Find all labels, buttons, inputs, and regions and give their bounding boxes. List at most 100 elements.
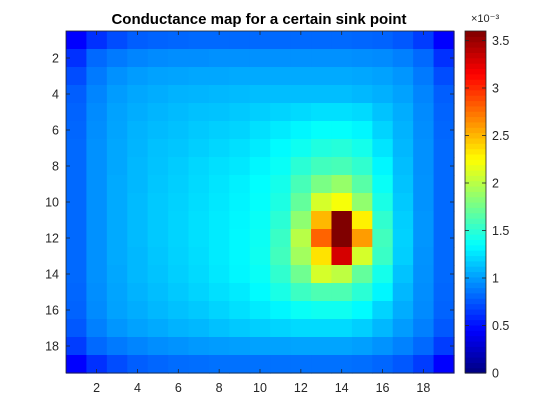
colorbar-step [465, 95, 486, 102]
heatmap-cell [127, 157, 149, 176]
heatmap-cell [392, 139, 414, 158]
heatmap-cell [127, 319, 149, 338]
heatmap-cell [413, 193, 435, 212]
colorbar-step [465, 132, 486, 139]
heatmap-cell [208, 49, 230, 68]
heatmap-cell [311, 193, 333, 212]
heatmap-cell [351, 103, 373, 122]
heatmap-cell [290, 337, 312, 356]
heatmap-cell [86, 211, 108, 230]
heatmap-cell [331, 193, 353, 212]
heatmap-cell [311, 67, 333, 86]
heatmap-cell [372, 157, 394, 176]
heatmap-cell [351, 283, 373, 302]
colorbar-step [465, 212, 486, 219]
heatmap-cell [188, 85, 210, 104]
heatmap-cell [413, 175, 435, 194]
heatmap-cell [249, 103, 271, 122]
y-tick-label: 16 [45, 304, 59, 318]
colorbar-tick-label: 3.5 [492, 34, 509, 48]
heatmap-cell [372, 265, 394, 284]
colorbar-step [465, 47, 486, 53]
x-tick-label: 10 [253, 381, 267, 395]
colorbar-step [465, 330, 486, 337]
heatmap-cell [127, 337, 149, 356]
heatmap-cell [66, 139, 88, 158]
colorbar-step [465, 127, 486, 134]
heatmap-cell [229, 157, 251, 176]
heatmap-cell [188, 121, 210, 140]
colorbar-step [465, 180, 486, 187]
colorbar-step [465, 346, 486, 353]
y-axis: 2 4 6 8 10 12 14 16 18 [45, 52, 454, 354]
y-tick-label: 10 [45, 196, 59, 210]
heatmap-cell [86, 193, 108, 212]
heatmap-cell [331, 103, 353, 122]
colorbar-step [465, 308, 486, 315]
heatmap-cell [372, 175, 394, 194]
heatmap-cell [147, 355, 169, 374]
heatmap-cell [433, 31, 455, 50]
x-tick-label: 4 [134, 381, 141, 395]
heatmap-cell [168, 247, 190, 266]
heatmap-cell [413, 121, 435, 140]
heatmap-cell [351, 121, 373, 140]
heatmap-cell [413, 337, 435, 356]
heatmap-cell [331, 301, 353, 320]
heatmap-cell [413, 139, 435, 158]
heatmap-cell [392, 301, 414, 320]
heatmap-cell [392, 85, 414, 104]
heatmap-cell [351, 139, 373, 158]
heatmap-cell [66, 85, 88, 104]
heatmap-cell [86, 67, 108, 86]
heatmap-cell [270, 139, 292, 158]
heatmap-cell [311, 229, 333, 248]
heatmap-cell [229, 175, 251, 194]
heatmap-cell [66, 67, 88, 86]
heatmap-cell [229, 193, 251, 212]
heatmap-cell [413, 31, 435, 50]
heatmap-cell [147, 139, 169, 158]
heatmap-cell [413, 67, 435, 86]
heatmap-cell [168, 229, 190, 248]
colorbar-step [465, 153, 486, 160]
heatmap-cell [392, 175, 414, 194]
heatmap-cell [270, 175, 292, 194]
heatmap-cell [249, 139, 271, 158]
heatmap-cell [270, 211, 292, 230]
heatmap-cell [229, 229, 251, 248]
colorbar-step [465, 367, 486, 374]
heatmap-cell [249, 175, 271, 194]
heatmap-cell [433, 139, 455, 158]
heatmap-cell [433, 49, 455, 68]
heatmap-cell [229, 301, 251, 320]
heatmap-cell [249, 67, 271, 86]
heatmap-cell [290, 301, 312, 320]
heatmap-cell [392, 121, 414, 140]
heatmap-cell [331, 211, 353, 230]
colorbar-step [465, 282, 486, 289]
heatmap-cell [290, 31, 312, 50]
heatmap-cell [331, 157, 353, 176]
heatmap-cell [372, 319, 394, 338]
heatmap-cell [311, 31, 333, 50]
heatmap-cell [311, 337, 333, 356]
heatmap-cell [351, 49, 373, 68]
heatmap-cell [270, 121, 292, 140]
heatmap-cell [270, 67, 292, 86]
x-tick-label: 16 [376, 381, 390, 395]
heatmap-cell [351, 193, 373, 212]
heatmap-cell [147, 301, 169, 320]
heatmap-cell [127, 301, 149, 320]
heatmap-cell [372, 247, 394, 266]
heatmap-cell [86, 139, 108, 158]
heatmap-cell [413, 265, 435, 284]
heatmap-cell [331, 31, 353, 50]
heatmap-cell [106, 121, 128, 140]
heatmap-cell [66, 337, 88, 356]
heatmap-cell [372, 193, 394, 212]
heatmap-cell [351, 85, 373, 104]
heatmap-cell [413, 229, 435, 248]
heatmap-cell [208, 229, 230, 248]
heatmap-cell [290, 85, 312, 104]
